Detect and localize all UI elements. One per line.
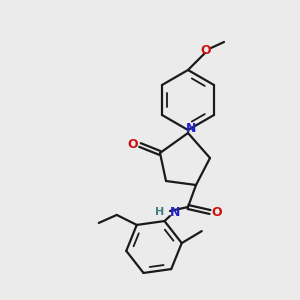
- Text: N: N: [186, 122, 196, 134]
- Text: H: H: [155, 207, 164, 217]
- Text: O: O: [201, 44, 211, 56]
- Text: O: O: [128, 137, 138, 151]
- Text: N: N: [170, 206, 180, 218]
- Text: O: O: [212, 206, 222, 218]
